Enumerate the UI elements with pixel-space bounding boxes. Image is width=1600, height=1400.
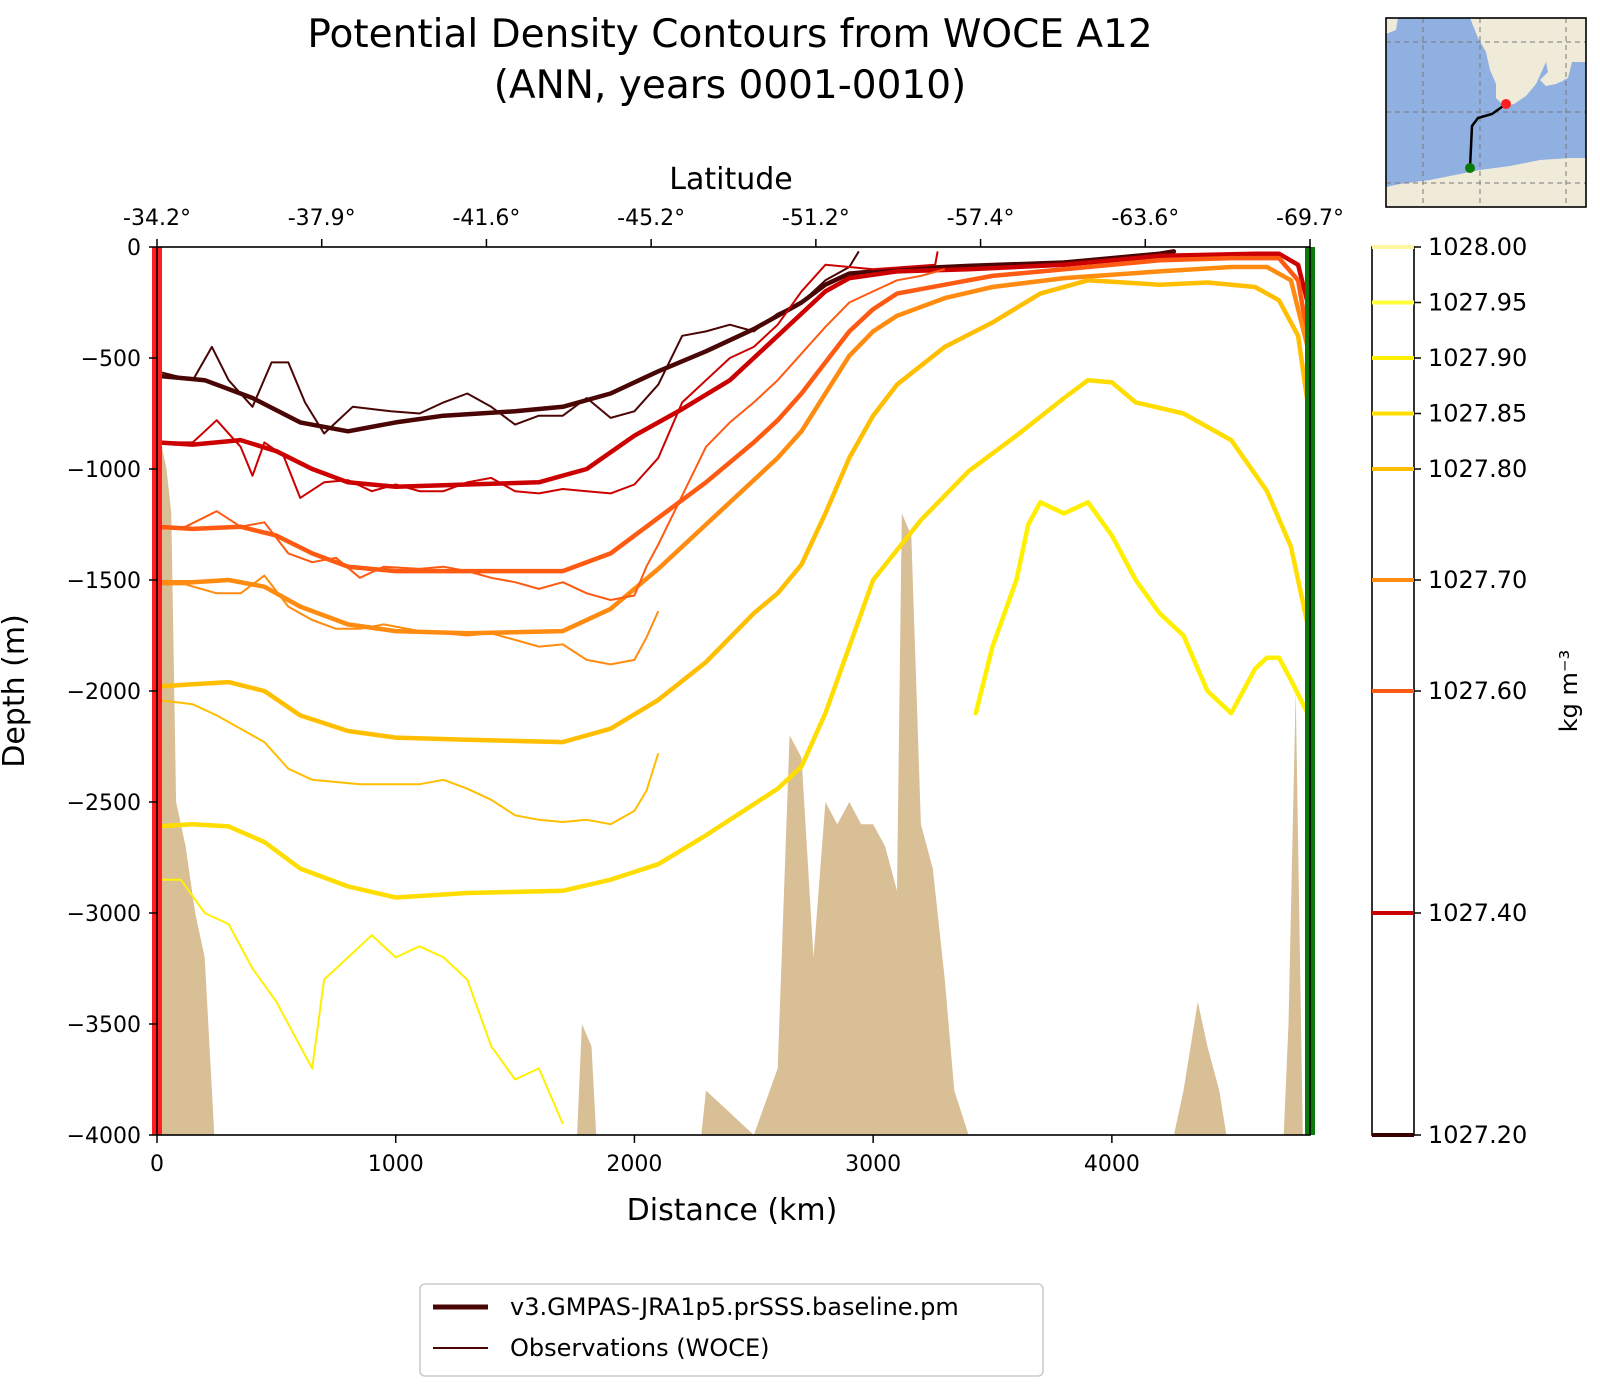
model-contours bbox=[154, 249, 1310, 900]
bathymetry-layer bbox=[157, 446, 1303, 1135]
legend-obs-label: Observations (WOCE) bbox=[510, 1334, 770, 1362]
y-tick-label: −3000 bbox=[67, 902, 141, 927]
latitude-tick-label: -45.2° bbox=[617, 206, 685, 231]
map-end-marker bbox=[1465, 163, 1475, 173]
map-frame bbox=[1385, 17, 1587, 208]
y-tick-label: −2500 bbox=[67, 791, 141, 816]
y-axis-label: Depth (m) bbox=[0, 614, 32, 768]
chart-title-line2: (ANN, years 0001-0010) bbox=[494, 63, 967, 108]
legend-model-label: v3.GMPAS-JRA1p5.prSSS.baseline.pm bbox=[510, 1293, 959, 1321]
x-axis: 0 1000 2000 3000 4000 bbox=[150, 1135, 1140, 1177]
colorbar: 1028.00 1027.95 1027.90 1027.85 1027.80 1027.… bbox=[1371, 233, 1583, 1149]
x-axis-label: Distance (km) bbox=[627, 1193, 838, 1228]
colorbar-tick-label: 1027.70 bbox=[1428, 566, 1527, 594]
map-land-south-america bbox=[1386, 18, 1398, 34]
colorbar-levels: 1028.00 1027.95 1027.90 1027.85 1027.80 1027.… bbox=[1372, 233, 1527, 1149]
obs-contour-1027.7 bbox=[157, 574, 660, 666]
y-axis: 0 −500 −1000 −1500 −2000 −2500 −3000 −3500 −4000 bbox=[67, 236, 157, 1149]
colorbar-tick-label: 1027.90 bbox=[1428, 344, 1527, 372]
colorbar-tick-label: 1028.00 bbox=[1428, 233, 1527, 261]
plot-frame bbox=[156, 246, 1311, 1136]
y-tick-label: 0 bbox=[127, 236, 141, 261]
y-tick-label: −2000 bbox=[67, 680, 141, 705]
colorbar-tick-label: 1027.80 bbox=[1428, 455, 1527, 483]
map-graticule bbox=[1386, 18, 1586, 207]
colorbar-tick-label: 1027.85 bbox=[1428, 400, 1527, 428]
map-start-marker bbox=[1501, 99, 1511, 109]
latitude-tick-label: -37.9° bbox=[288, 206, 356, 231]
latitude-tick-label: -57.4° bbox=[947, 206, 1015, 231]
x-tick-label: 2000 bbox=[606, 1152, 662, 1177]
model-contour-1027.7 bbox=[154, 264, 1310, 636]
chart-title-line1: Potential Density Contours from WOCE A12 bbox=[307, 12, 1152, 57]
model-contour-1027.85 bbox=[154, 377, 1310, 900]
obs-contour-1027.8 bbox=[156, 698, 660, 826]
x-tick-label: 0 bbox=[150, 1152, 164, 1177]
bathymetry-fill bbox=[157, 446, 1303, 1135]
obs-contour-1027.6 bbox=[156, 268, 946, 601]
plot-area bbox=[152, 246, 1315, 1136]
obs-contour-1027.2 bbox=[156, 250, 860, 435]
y-tick-label: −500 bbox=[81, 347, 141, 372]
observation-contours bbox=[156, 250, 946, 1125]
y-tick-label: −3500 bbox=[67, 1013, 141, 1038]
colorbar-label: kg m⁻³ bbox=[1555, 650, 1583, 732]
x-tick-label: 3000 bbox=[845, 1152, 901, 1177]
model-contour-1027.6 bbox=[154, 255, 1310, 574]
latitude-tick-label: -69.7° bbox=[1276, 206, 1344, 231]
obs-contour-1027.4 bbox=[157, 251, 939, 499]
colorbar-tick-label: 1027.95 bbox=[1428, 289, 1527, 317]
colorbar-tick-label: 1027.60 bbox=[1428, 677, 1527, 705]
model-contour-1027.9 bbox=[973, 500, 1310, 716]
latitude-tick-label: -41.6° bbox=[452, 206, 520, 231]
legend-box bbox=[419, 1283, 1044, 1377]
latitude-tick-label: -63.6° bbox=[1111, 206, 1179, 231]
model-contour-1027.4 bbox=[154, 251, 1310, 490]
model-contour-1027.2 bbox=[154, 249, 1177, 434]
map-section-track bbox=[1468, 102, 1507, 169]
obs-contour-1027.9 bbox=[157, 878, 564, 1125]
y-tick-label: −4000 bbox=[67, 1124, 141, 1149]
top-axis-label: Latitude bbox=[669, 162, 792, 197]
latitude-axis: -34.2° -37.9° -41.6° -45.2° -51.2° -57.4° -63.… bbox=[123, 206, 1344, 247]
x-tick-label: 1000 bbox=[368, 1152, 424, 1177]
map-land-africa bbox=[1470, 18, 1586, 106]
map-land-madagascar bbox=[1556, 60, 1568, 82]
section-end-markers bbox=[152, 247, 1315, 1135]
latitude-tick-label: -51.2° bbox=[782, 206, 850, 231]
latitude-tick-label: -34.2° bbox=[123, 206, 191, 231]
colorbar-tick-label: 1027.20 bbox=[1428, 1121, 1527, 1149]
legend: v3.GMPAS-JRA1p5.prSSS.baseline.pm Observ… bbox=[419, 1283, 1044, 1377]
y-tick-label: −1000 bbox=[67, 458, 141, 483]
y-tick-label: −1500 bbox=[67, 569, 141, 594]
colorbar-tick-label: 1027.40 bbox=[1428, 899, 1527, 927]
inset-map bbox=[1385, 17, 1587, 208]
model-contour-1027.8 bbox=[154, 278, 1310, 745]
x-tick-label: 4000 bbox=[1084, 1152, 1140, 1177]
